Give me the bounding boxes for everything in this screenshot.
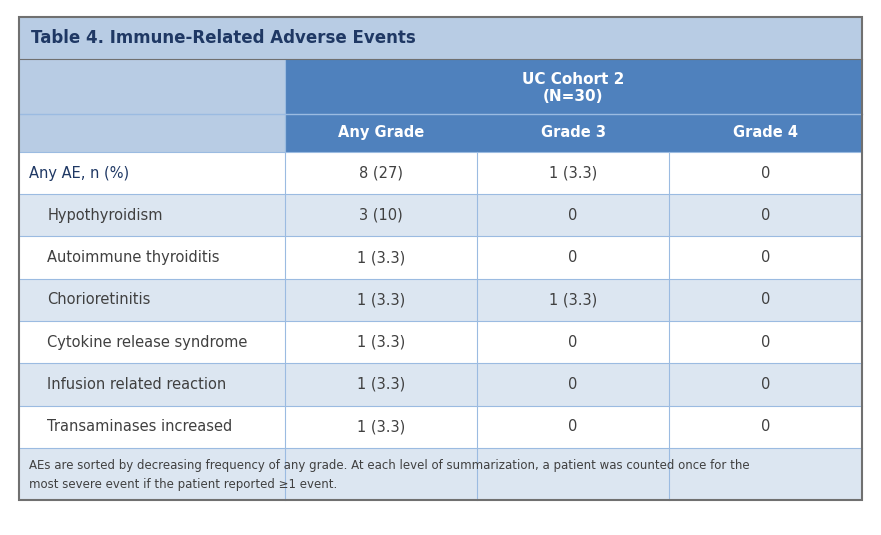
Text: 8 (27): 8 (27): [359, 165, 403, 181]
Text: (N=30): (N=30): [543, 89, 603, 104]
Text: 0: 0: [568, 377, 578, 392]
Text: 1 (3.3): 1 (3.3): [357, 419, 405, 434]
Text: Autoimmune thyroiditis: Autoimmune thyroiditis: [48, 250, 220, 265]
Text: 0: 0: [568, 334, 578, 350]
Bar: [19, 152, 862, 194]
Bar: [19, 321, 862, 363]
Text: 1 (3.3): 1 (3.3): [357, 334, 405, 350]
Bar: [19, 236, 862, 279]
Text: 0: 0: [760, 250, 770, 265]
Bar: [477, 114, 670, 152]
Bar: [285, 114, 477, 152]
Text: 0: 0: [568, 419, 578, 434]
Text: AEs are sorted by decreasing frequency of any grade. At each level of summarizat: AEs are sorted by decreasing frequency o…: [29, 460, 750, 472]
Text: 1 (3.3): 1 (3.3): [549, 165, 597, 181]
Bar: [19, 17, 862, 59]
Text: 0: 0: [760, 377, 770, 392]
Bar: [285, 59, 862, 114]
Text: 0: 0: [760, 419, 770, 434]
Text: 0: 0: [760, 208, 770, 223]
Text: 1 (3.3): 1 (3.3): [549, 292, 597, 308]
Text: 1 (3.3): 1 (3.3): [357, 377, 405, 392]
Bar: [670, 114, 862, 152]
Text: 1 (3.3): 1 (3.3): [357, 292, 405, 308]
Text: 0: 0: [568, 250, 578, 265]
Text: most severe event if the patient reported ≥1 event.: most severe event if the patient reporte…: [29, 478, 337, 491]
Text: 3 (10): 3 (10): [359, 208, 403, 223]
Text: UC Cohort 2: UC Cohort 2: [522, 72, 625, 87]
Text: Hypothyroidism: Hypothyroidism: [48, 208, 163, 223]
Text: 0: 0: [760, 165, 770, 181]
Bar: [19, 59, 285, 114]
Text: Grade 3: Grade 3: [541, 125, 605, 141]
Text: 1 (3.3): 1 (3.3): [357, 250, 405, 265]
Bar: [19, 406, 862, 448]
Text: Grade 4: Grade 4: [733, 125, 798, 141]
Text: 0: 0: [568, 208, 578, 223]
Text: Cytokine release syndrome: Cytokine release syndrome: [48, 334, 248, 350]
Bar: [19, 114, 285, 152]
Text: Chorioretinitis: Chorioretinitis: [48, 292, 151, 308]
Bar: [19, 363, 862, 406]
Text: Any Grade: Any Grade: [337, 125, 424, 141]
Bar: [19, 279, 862, 321]
Text: 0: 0: [760, 292, 770, 308]
Text: Table 4. Immune-Related Adverse Events: Table 4. Immune-Related Adverse Events: [32, 29, 416, 47]
Text: Any AE, n (%): Any AE, n (%): [29, 165, 130, 181]
Text: 0: 0: [760, 334, 770, 350]
Bar: [19, 194, 862, 236]
Bar: [19, 448, 862, 500]
Text: Infusion related reaction: Infusion related reaction: [48, 377, 226, 392]
Text: Transaminases increased: Transaminases increased: [48, 419, 233, 434]
